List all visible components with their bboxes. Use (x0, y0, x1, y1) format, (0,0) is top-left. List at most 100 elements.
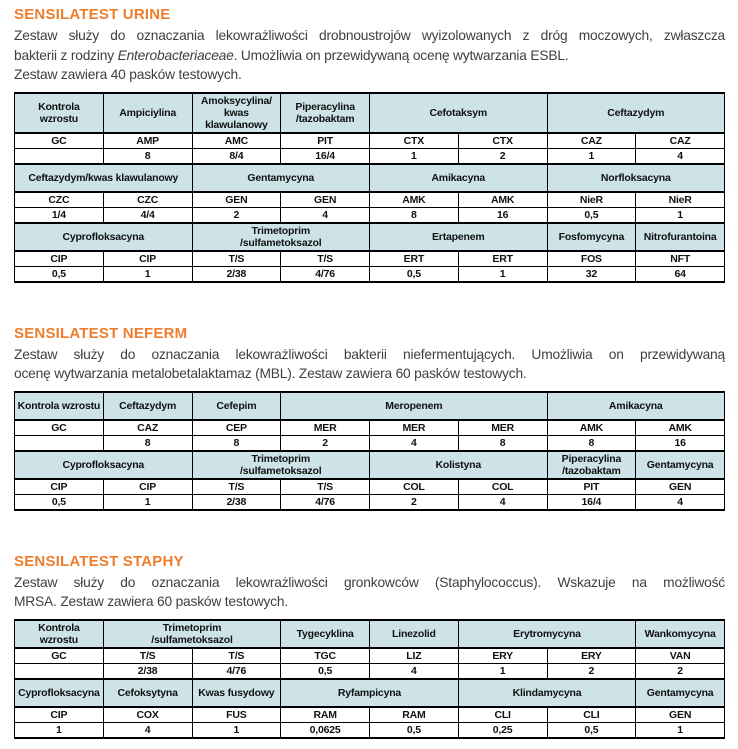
antibiogram-table-urine: Kontrola wzrostu Ampiciylina Amoksycylina/… (14, 91, 725, 283)
species-name: Enterobacteriaceae (117, 47, 234, 63)
abbreviation-row: GC T/S T/S TGC LIZ ERY ERY VAN (14, 647, 725, 664)
concentration-cell: 16/4 (546, 493, 637, 511)
antibiotic-name-cell: Linezolid (369, 618, 459, 649)
concentration-cell (14, 662, 104, 679)
concentration-cell: 1 (191, 721, 282, 739)
antibiotic-name-cell: Trimetoprim /sulfametoksazol (102, 618, 282, 649)
antibiotic-name-cell: Cyprofloksacyna (14, 221, 193, 252)
antibiotic-name-cell: Amoksycylina/ kwas klawulanowy (191, 91, 282, 134)
concentration-row: 0,5 1 2/38 4/76 2 4 16/4 4 (14, 493, 725, 511)
concentration-cell: 8 (369, 206, 459, 223)
concentration-cell: 1 (369, 147, 459, 164)
concentration-cell: 1 (635, 206, 725, 223)
section-urine: SENSILATEST URINE Zestaw służy do oznacz… (14, 6, 725, 283)
concentration-cell: 2 (457, 147, 548, 164)
antibiotic-name-cell: Gentamycyna (191, 162, 370, 193)
antibiotic-name-cell: Cyprofloksacyna (14, 449, 193, 480)
antibiotic-name-cell: Kontrola wzrostu (14, 618, 104, 649)
concentration-cell: 2 (191, 206, 282, 223)
concentration-row: 0,5 1 2/38 4/76 0,5 1 32 64 (14, 265, 725, 283)
abbreviation-cell: NieR (635, 191, 725, 208)
antibiotic-table: Kontrola wzrostu Ampiciylina Amoksycylina/… (14, 91, 725, 283)
abbreviation-cell: CZC (14, 191, 104, 208)
antibiotic-name-cell: Ceftazydym/kwas klawulanowy (14, 162, 193, 193)
concentration-cell: 0,0625 (280, 721, 370, 739)
abbreviation-cell: RAM (369, 706, 459, 723)
antibiotic-name-cell: Ertapenem (369, 221, 548, 252)
abbreviation-cell: TGC (280, 647, 370, 664)
antibiotic-name-cell: Cefoksytyna (102, 677, 193, 708)
antibiotic-name-cell: Trimetoprim /sulfametoksazol (191, 449, 370, 480)
description-line: Zestaw służy do oznaczania lekowrażliwoś… (14, 574, 725, 590)
antibiotic-name-row: Kontrola wzrostu Ceftazydym Cefepim Meropen… (14, 390, 725, 421)
antibiotic-name-row: Kontrola wzrostu Trimetoprim /sulfametoks… (14, 618, 725, 649)
concentration-cell: 8 (102, 434, 193, 451)
concentration-cell: 0,25 (457, 721, 548, 739)
concentration-cell: 0,5 (14, 493, 104, 511)
antibiotic-table: Kontrola wzrostu Trimetoprim /sulfametoks… (14, 618, 725, 739)
antibiotic-name-cell: Meropenem (280, 390, 548, 421)
abbreviation-row: CIP CIP T/S T/S ERT ERT FOS NFT (14, 250, 725, 267)
abbreviation-cell: GEN (635, 706, 725, 723)
abbreviation-cell: GEN (635, 478, 725, 495)
concentration-row: 8 8/4 16/4 1 2 1 4 (14, 147, 725, 164)
abbreviation-cell: VAN (635, 647, 725, 664)
section-title-staphy: SENSILATEST STAPHY (14, 552, 184, 570)
abbreviation-cell: CIP (14, 250, 104, 267)
abbreviation-cell: T/S (102, 647, 193, 664)
antibiotic-name-cell: Amikacyna (546, 390, 725, 421)
abbreviation-cell: AMK (546, 419, 637, 436)
abbreviation-cell: GC (14, 419, 104, 436)
description-line: MRSA. Zestaw zawiera 60 pasków testowych… (14, 594, 288, 609)
concentration-cell: 1 (546, 147, 637, 164)
description-line: Zestaw służy do oznaczania lekowrażliwoś… (14, 346, 725, 362)
abbreviation-cell: AMK (635, 419, 725, 436)
concentration-cell: 4/4 (102, 206, 193, 223)
abbreviation-cell: ERT (369, 250, 459, 267)
description-line: bakterii z rodziny Enterobacteriaceae. U… (14, 46, 725, 66)
concentration-cell: 8 (191, 434, 282, 451)
antibiotic-name-cell: Cefotaksym (369, 91, 548, 134)
antibiotic-name-cell: Ceftazydym (102, 390, 193, 421)
abbreviation-cell: ERT (457, 250, 548, 267)
abbreviation-row: CIP CIP T/S T/S COL COL PIT GEN (14, 478, 725, 495)
abbreviation-cell: AMK (457, 191, 548, 208)
antibiotic-name-cell: Wankomycyna (635, 618, 725, 649)
antibiotic-name-row: Kontrola wzrostu Ampiciylina Amoksycylina/… (14, 91, 725, 134)
concentration-cell: 0,5 (369, 265, 459, 283)
abbreviation-row: CZC CZC GEN GEN AMK AMK NieR NieR (14, 191, 725, 208)
abbreviation-cell: MER (457, 419, 548, 436)
antibiotic-table: Kontrola wzrostu Ceftazydym Cefepim Meropen… (14, 390, 725, 511)
antibiotic-name-cell: Piperacylina /tazobaktam (546, 449, 637, 480)
abbreviation-cell: COL (369, 478, 459, 495)
description-line: ocenę wytwarzania metalobetalaktamaz (MB… (14, 366, 527, 381)
concentration-cell: 2 (546, 662, 637, 679)
antibiotic-name-row: Cyprofloksacyna Cefoksytyna Kwas fusydowy R… (14, 677, 725, 708)
concentration-cell (14, 434, 104, 451)
abbreviation-cell: CAZ (546, 132, 637, 149)
concentration-cell: 8 (546, 434, 637, 451)
abbreviation-cell: PIT (280, 132, 370, 149)
concentration-cell: 1 (457, 662, 548, 679)
concentration-cell: 4 (635, 147, 725, 164)
concentration-cell: 4 (369, 662, 459, 679)
abbreviation-cell: CTX (369, 132, 459, 149)
abbreviation-cell: NieR (546, 191, 637, 208)
antibiotic-name-cell: Amikacyna (369, 162, 548, 193)
concentration-cell: 4 (280, 206, 370, 223)
concentration-cell: 16 (457, 206, 548, 223)
abbreviation-row: GC CAZ CEP MER MER MER AMK AMK (14, 419, 725, 436)
abbreviation-cell: CLI (457, 706, 548, 723)
abbreviation-row: CIP COX FUS RAM RAM CLI CLI GEN (14, 706, 725, 723)
concentration-cell: 16/4 (280, 147, 370, 164)
concentration-cell: 4 (369, 434, 459, 451)
concentration-cell: 1 (635, 721, 725, 739)
concentration-cell: 0,5 (280, 662, 370, 679)
concentration-cell: 1/4 (14, 206, 104, 223)
abbreviation-cell: COX (102, 706, 193, 723)
concentration-cell: 4 (102, 721, 193, 739)
concentration-row: 1 4 1 0,0625 0,5 0,25 0,5 1 (14, 721, 725, 739)
concentration-row: 1/4 4/4 2 4 8 16 0,5 1 (14, 206, 725, 223)
abbreviation-cell: AMK (369, 191, 459, 208)
